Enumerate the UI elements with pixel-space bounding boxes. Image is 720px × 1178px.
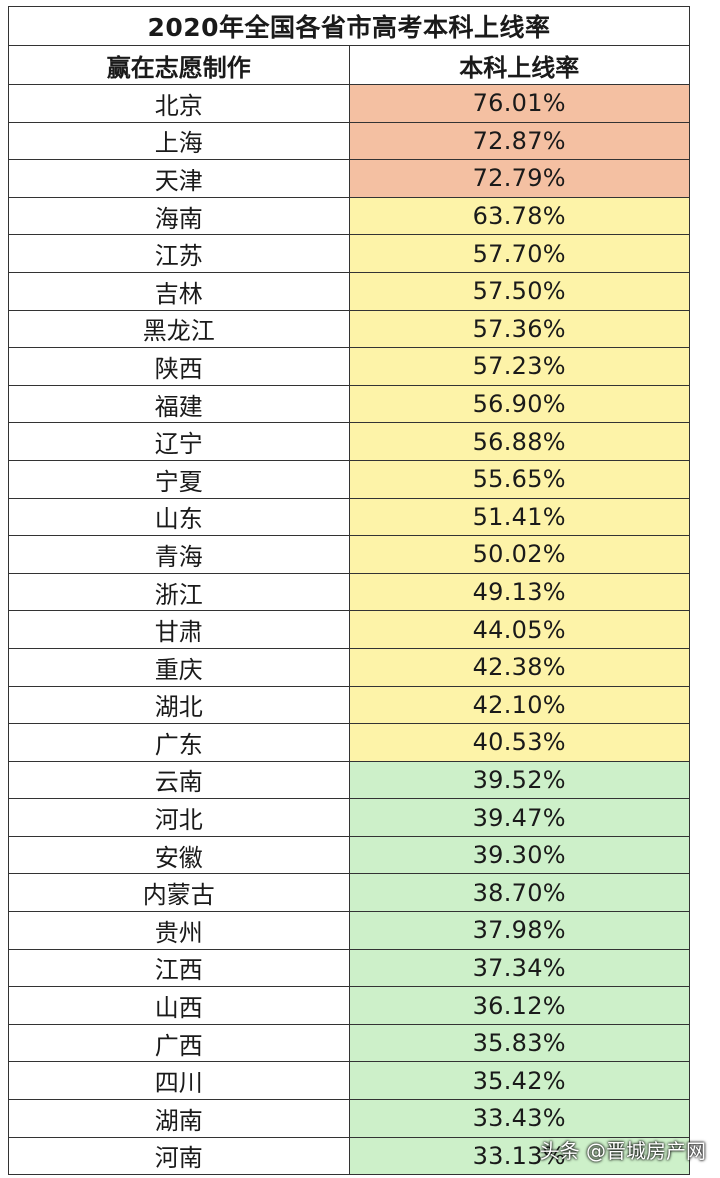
table-row: 四川 35.42% <box>8 1061 690 1101</box>
rate-cell: 56.90% <box>348 384 690 424</box>
rate-cell: 39.52% <box>348 760 690 800</box>
province-cell: 安徽 <box>8 835 350 875</box>
rate-cell: 42.38% <box>348 647 690 687</box>
table-row: 天津 72.79% <box>8 159 690 198</box>
rate-table: 2020年全国各省市高考本科上线率 赢在志愿制作 本科上线率 北京 76.01% 上… <box>8 6 690 1176</box>
table-row: 陕西 57.23% <box>8 347 690 386</box>
rate-cell: 33.43% <box>348 1099 690 1138</box>
province-cell: 贵州 <box>8 911 350 950</box>
table-row: 内蒙古 38.70% <box>8 873 690 913</box>
title-row: 2020年全国各省市高考本科上线率 <box>8 6 690 46</box>
province-cell: 海南 <box>8 196 350 236</box>
table-row: 上海 72.87% <box>8 121 690 161</box>
table-row: 河南 33.13% <box>8 1136 690 1176</box>
header-left: 赢在志愿制作 <box>8 45 350 85</box>
table-row: 黑龙江 57.36% <box>8 309 690 349</box>
province-cell: 江苏 <box>8 234 350 273</box>
table-row: 福建 56.90% <box>8 384 690 424</box>
province-cell: 云南 <box>8 760 350 800</box>
rate-cell: 38.70% <box>348 873 690 913</box>
rate-cell: 76.01% <box>348 84 690 123</box>
rate-cell: 37.34% <box>348 948 690 988</box>
table-row: 湖南 33.43% <box>8 1099 690 1138</box>
province-cell: 湖南 <box>8 1099 350 1138</box>
province-cell: 河南 <box>8 1136 350 1176</box>
header-row: 赢在志愿制作 本科上线率 <box>8 45 690 85</box>
province-cell: 山东 <box>8 497 350 537</box>
rate-cell: 35.42% <box>348 1061 690 1101</box>
table-row: 甘肃 44.05% <box>8 610 690 649</box>
province-cell: 天津 <box>8 159 350 198</box>
header-right: 本科上线率 <box>348 45 690 85</box>
rate-table-sheet: 2020年全国各省市高考本科上线率 赢在志愿制作 本科上线率 北京 76.01% 上… <box>8 6 690 1176</box>
rate-cell: 39.30% <box>348 835 690 875</box>
table-row: 吉林 57.50% <box>8 271 690 311</box>
province-cell: 青海 <box>8 535 350 574</box>
table-row: 青海 50.02% <box>8 535 690 574</box>
table-row: 贵州 37.98% <box>8 911 690 950</box>
table-row: 重庆 42.38% <box>8 647 690 687</box>
rate-cell: 72.79% <box>348 159 690 198</box>
province-cell: 甘肃 <box>8 610 350 649</box>
province-cell: 重庆 <box>8 647 350 687</box>
watermark: 头条 @晋城房产网 <box>539 1139 706 1163</box>
table-row: 河北 39.47% <box>8 798 690 837</box>
rate-cell: 57.70% <box>348 234 690 273</box>
rate-cell: 50.02% <box>348 535 690 574</box>
table-row: 江西 37.34% <box>8 948 690 988</box>
province-cell: 河北 <box>8 798 350 837</box>
province-cell: 山西 <box>8 986 350 1025</box>
table-row: 山西 36.12% <box>8 986 690 1025</box>
province-cell: 陕西 <box>8 347 350 386</box>
rate-cell: 72.87% <box>348 121 690 161</box>
table-body: 北京 76.01% 上海 72.87% 天津 72.79% 海南 63.78% 江苏 57.70%… <box>8 84 690 1176</box>
province-cell: 广东 <box>8 723 350 762</box>
rate-cell: 51.41% <box>348 497 690 537</box>
table-row: 安徽 39.30% <box>8 835 690 875</box>
table-row: 浙江 49.13% <box>8 572 690 612</box>
table-row: 海南 63.78% <box>8 196 690 236</box>
province-cell: 上海 <box>8 121 350 161</box>
rate-cell: 42.10% <box>348 685 690 725</box>
table-title: 2020年全国各省市高考本科上线率 <box>8 6 690 46</box>
table-row: 辽宁 56.88% <box>8 422 690 461</box>
province-cell: 江西 <box>8 948 350 988</box>
rate-cell: 40.53% <box>348 723 690 762</box>
table-row: 云南 39.52% <box>8 760 690 800</box>
province-cell: 内蒙古 <box>8 873 350 913</box>
province-cell: 黑龙江 <box>8 309 350 349</box>
province-cell: 浙江 <box>8 572 350 612</box>
rate-cell: 57.50% <box>348 271 690 311</box>
table-row: 湖北 42.10% <box>8 685 690 725</box>
rate-cell: 57.23% <box>348 347 690 386</box>
province-cell: 福建 <box>8 384 350 424</box>
rate-cell: 36.12% <box>348 986 690 1025</box>
rate-cell: 57.36% <box>348 309 690 349</box>
province-cell: 四川 <box>8 1061 350 1101</box>
rate-cell: 55.65% <box>348 459 690 499</box>
province-cell: 广西 <box>8 1023 350 1063</box>
rate-cell: 56.88% <box>348 422 690 461</box>
rate-cell: 44.05% <box>348 610 690 649</box>
rate-cell: 37.98% <box>348 911 690 950</box>
province-cell: 北京 <box>8 84 350 123</box>
province-cell: 辽宁 <box>8 422 350 461</box>
province-cell: 宁夏 <box>8 459 350 499</box>
rate-cell: 39.47% <box>348 798 690 837</box>
table-row: 山东 51.41% <box>8 497 690 537</box>
rate-cell: 49.13% <box>348 572 690 612</box>
table-row: 宁夏 55.65% <box>8 459 690 499</box>
table-row: 广西 35.83% <box>8 1023 690 1063</box>
table-row: 江苏 57.70% <box>8 234 690 273</box>
table-row: 广东 40.53% <box>8 723 690 762</box>
rate-cell: 35.83% <box>348 1023 690 1063</box>
rate-cell: 63.78% <box>348 196 690 236</box>
rate-cell: 33.13% <box>348 1136 690 1176</box>
table-row: 北京 76.01% <box>8 84 690 123</box>
province-cell: 湖北 <box>8 685 350 725</box>
province-cell: 吉林 <box>8 271 350 311</box>
